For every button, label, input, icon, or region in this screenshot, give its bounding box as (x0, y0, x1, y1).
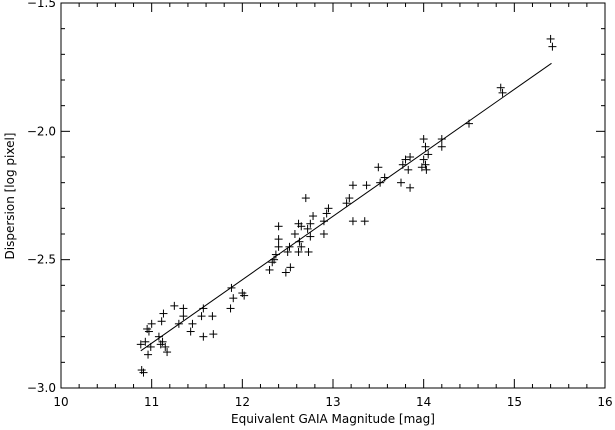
data-point (265, 265, 274, 274)
data-point (498, 88, 507, 97)
data-point (362, 181, 371, 190)
data-point (139, 368, 148, 377)
data-point (283, 247, 292, 256)
data-point (342, 199, 351, 208)
y-tick-label: −3.0 (27, 381, 56, 395)
data-point (208, 312, 217, 321)
data-point (144, 327, 153, 336)
data-point (437, 135, 446, 144)
data-point (397, 178, 405, 187)
data-point (345, 194, 354, 203)
data-point (159, 309, 168, 318)
y-tick-label: −2.5 (27, 253, 56, 267)
data-point (290, 230, 299, 238)
x-tick-label: 12 (235, 395, 250, 409)
x-tick-label: 15 (507, 395, 522, 409)
data-point (406, 153, 415, 161)
data-point (546, 34, 555, 43)
data-point (421, 142, 430, 151)
data-points (136, 34, 557, 377)
data-point (281, 268, 290, 277)
x-tick-label: 10 (53, 395, 68, 409)
data-point (422, 165, 431, 174)
data-point (161, 342, 170, 351)
y-tick-label: −2.0 (27, 124, 56, 138)
data-point (274, 235, 283, 244)
data-point (548, 42, 557, 51)
data-point (226, 304, 235, 313)
data-point (297, 222, 306, 231)
data-point (360, 217, 369, 226)
data-point (404, 165, 413, 174)
data-point (348, 181, 357, 190)
data-point (297, 242, 306, 251)
data-point (141, 337, 150, 346)
data-point (374, 163, 383, 172)
data-point (306, 219, 315, 228)
axis-ticks (60, 2, 606, 389)
data-point (209, 330, 218, 339)
x-tick-label: 14 (416, 395, 431, 409)
data-point (437, 142, 446, 151)
data-point (240, 291, 249, 300)
x-axis-label: Equivalent GAIA Magnitude [mag] (231, 412, 435, 426)
data-point (303, 224, 312, 233)
data-point (188, 319, 197, 328)
data-point (406, 183, 415, 192)
x-tick-label: 13 (325, 395, 340, 409)
tick-labels: 10 11 12 13 14 15 16 −3.0 −2.5 −2.0 −1.5 (27, 0, 613, 409)
y-axis-label: Dispersion [log pixel] (3, 133, 17, 260)
data-point (417, 163, 426, 172)
data-point (158, 337, 167, 346)
data-point (286, 263, 295, 272)
data-point (496, 83, 505, 92)
data-point (424, 150, 433, 159)
data-point (419, 135, 428, 144)
data-point (144, 350, 153, 359)
data-point (186, 327, 195, 336)
data-point (147, 319, 156, 328)
fit-line-group (140, 62, 552, 352)
x-tick-label: 16 (597, 395, 612, 409)
data-point (309, 212, 318, 221)
data-point (322, 209, 331, 218)
data-point (294, 247, 303, 256)
data-point (304, 247, 313, 256)
data-point (348, 217, 357, 226)
data-point (197, 312, 206, 321)
data-point (324, 204, 333, 213)
data-point (274, 222, 283, 231)
data-point (319, 230, 328, 238)
data-point (170, 301, 179, 310)
data-point (301, 194, 310, 203)
x-tick-label: 11 (144, 395, 159, 409)
data-point (419, 155, 428, 164)
data-point (179, 304, 188, 313)
data-point (274, 242, 283, 251)
data-point (306, 232, 315, 241)
data-point (229, 294, 238, 303)
data-point (157, 317, 166, 326)
data-point (136, 340, 145, 349)
data-point (163, 348, 172, 357)
plot-frame (60, 2, 606, 389)
data-point (401, 155, 410, 164)
data-point (199, 332, 208, 341)
fit-line (140, 62, 552, 352)
data-point (179, 312, 188, 321)
y-tick-label: −1.5 (27, 0, 56, 10)
